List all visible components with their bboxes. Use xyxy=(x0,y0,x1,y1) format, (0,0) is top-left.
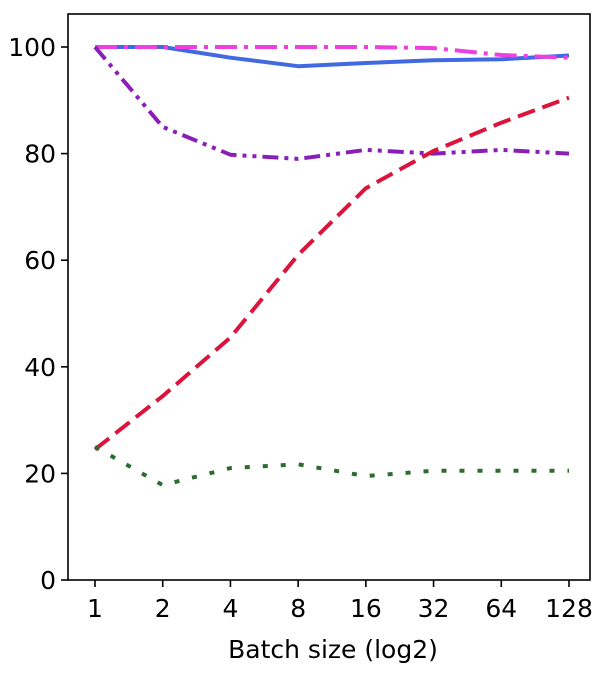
x-axis-label: Batch size (log2) xyxy=(228,635,438,664)
series-line-1 xyxy=(95,45,570,69)
y-tick-label: 20 xyxy=(24,459,56,488)
y-tick-label: 100 xyxy=(8,33,56,62)
axes xyxy=(61,13,591,587)
y-tick-label: 60 xyxy=(24,246,56,275)
x-tick-label: 8 xyxy=(290,594,306,623)
series-line-4 xyxy=(93,95,570,451)
x-tick-label: 4 xyxy=(222,594,238,623)
x-tick-label: 64 xyxy=(485,594,517,623)
x-tick-label: 32 xyxy=(418,594,450,623)
x-tick-label: 2 xyxy=(155,594,171,623)
series-line-5 xyxy=(94,445,569,488)
y-tick-label: 40 xyxy=(24,353,56,382)
series-line-3 xyxy=(93,45,570,161)
series-group xyxy=(93,45,570,488)
tick-labels: 0 20 40 60 80 100 1 2 4 8 16 32 64 128 xyxy=(8,33,593,623)
plot-frame xyxy=(67,13,591,581)
series-line-2 xyxy=(95,45,570,60)
y-tick-label: 80 xyxy=(24,140,56,169)
x-tick-label: 1 xyxy=(87,594,103,623)
x-tick-label: 16 xyxy=(350,594,382,623)
y-tick-label: 0 xyxy=(40,566,56,595)
x-tick-label: 128 xyxy=(545,594,593,623)
